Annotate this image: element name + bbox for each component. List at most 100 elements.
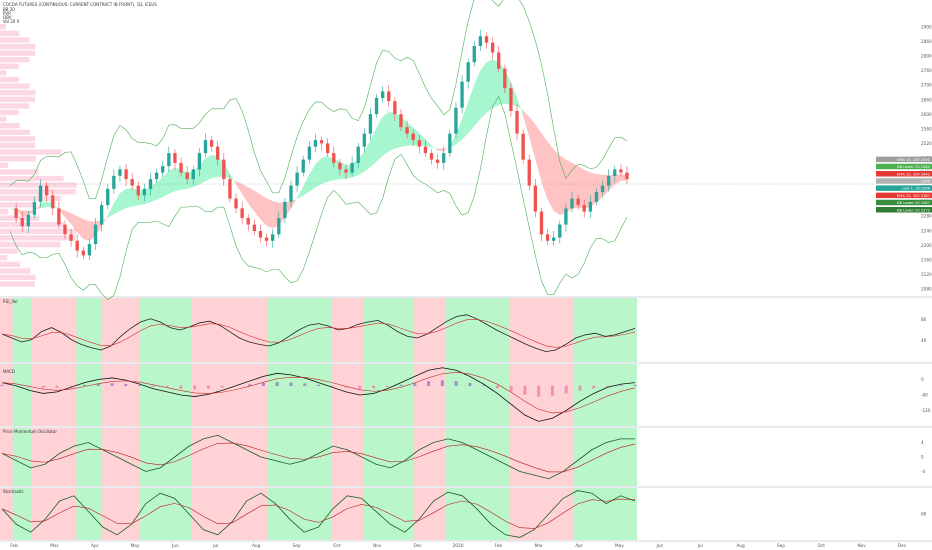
volume-profile-bar: [0, 156, 36, 162]
ema-cloud-segment: [376, 116, 383, 162]
ema-cloud-segment: [260, 194, 267, 226]
right-tag-text: BB Lower 20 2272: [897, 208, 930, 212]
ema-cloud-segment: [431, 145, 438, 151]
macd-histogram-bar: [399, 384, 403, 386]
macd-histogram-bar: [289, 382, 293, 386]
ema-cloud-segment: [315, 157, 322, 188]
macd-histogram-bar: [261, 382, 265, 386]
price-tick-label: 2560: [921, 126, 932, 131]
ema-cloud-segment: [229, 173, 237, 185]
volume-profile-bar: [0, 208, 9, 215]
pmo-tick-label: 4: [921, 440, 924, 445]
right-tag-bg: [876, 192, 932, 199]
indicator-line-2[interactable]: PVR: [3, 11, 11, 16]
right-tag-text: BB Lower 20 2462: [897, 165, 930, 169]
macd-histogram-bar: [440, 380, 444, 386]
macd-histogram-bar: [523, 385, 527, 395]
candle-body: [271, 234, 275, 241]
pmo-bull-zone-2: [140, 428, 192, 486]
macd-histogram-bar: [344, 385, 348, 388]
price-tick-label: 2120: [921, 272, 932, 277]
stoch-bull-zone-4: [363, 488, 415, 540]
time-tick-label: Dec: [413, 543, 422, 549]
ema-cloud-segment: [437, 148, 444, 152]
volume-profile-bar: [0, 202, 36, 208]
candle-body: [490, 42, 495, 53]
candle-body: [106, 188, 110, 206]
ema-cloud-segment: [64, 210, 72, 225]
right-tag-bg: [876, 199, 932, 206]
indicator-line-1[interactable]: BB 20: [3, 7, 15, 12]
macd-histogram-bar: [550, 385, 554, 396]
right-tag-bg: [876, 207, 932, 213]
macd-bull-zone-0: [12, 364, 32, 426]
candle-body: [600, 185, 605, 193]
ema-cloud-segment: [462, 101, 469, 140]
indicator-line-4[interactable]: Vol 20 0: [3, 19, 20, 24]
volume-profile-bar: [0, 149, 62, 155]
candle-body: [405, 127, 409, 134]
ema-cloud-segment: [254, 190, 261, 220]
candle-body: [209, 140, 214, 147]
right-tag-bg: [876, 185, 932, 191]
candle-body: [124, 169, 128, 180]
ema-cloud-segment: [291, 197, 298, 209]
price-tick-label: 2760: [921, 68, 932, 73]
volume-profile-bar: [0, 63, 19, 69]
volume-profile-bar: [0, 90, 36, 96]
candle-body: [301, 159, 305, 173]
macd-histogram-bar: [385, 385, 389, 387]
candle-body: [374, 97, 379, 115]
ema-cloud-segment: [266, 198, 273, 229]
ema-cloud-segment: [156, 177, 163, 200]
candle-body: [118, 169, 122, 176]
rsi-bull-zone-0: [12, 298, 32, 362]
pmo-tick-label: 0: [921, 455, 924, 460]
stoch-bull-zone-2: [140, 488, 192, 540]
rsi-signal-line: [1, 319, 636, 348]
volume-profile-bar: [0, 281, 35, 287]
candle-body: [295, 172, 299, 186]
candle-body: [289, 185, 293, 202]
stoch-signal-line: [1, 498, 636, 529]
ema-cloud-segment: [572, 162, 579, 209]
macd-histogram-bar: [358, 385, 362, 389]
volume-profile-bar: [0, 274, 36, 281]
time-tick-label: 2020: [453, 543, 464, 549]
macd-histogram-bar: [124, 384, 128, 386]
price-tick-label: 2280: [921, 214, 932, 219]
volume-profile-bar: [0, 103, 30, 109]
ema-cloud-segment: [303, 174, 310, 196]
candle-body: [338, 162, 342, 170]
right-value-tag: BB Lower 20 2272: [876, 207, 932, 213]
candle-body: [429, 153, 434, 160]
volume-profile-bar: [0, 175, 64, 182]
candle-body: [20, 218, 24, 227]
candle-body: [203, 140, 208, 154]
volume-profile-bar: [0, 215, 40, 221]
volume-profile-bar: [0, 162, 8, 168]
candle-body: [32, 201, 37, 215]
macd-histogram-bar: [427, 381, 431, 386]
macd-histogram-bar: [495, 385, 499, 389]
candle-body: [319, 140, 324, 144]
candle-body: [552, 237, 556, 241]
pmo-bull-zone-5: [445, 428, 510, 486]
ema-cloud-segment: [113, 193, 120, 215]
rsi-bull-zone-6: [573, 298, 637, 362]
macd-main-line: [1, 367, 636, 422]
indicator-line-3[interactable]: OBV: [3, 15, 12, 20]
macd-histogram-bar: [564, 385, 568, 394]
volume-profile-bar: [0, 109, 19, 116]
candle-body: [258, 231, 263, 238]
candle-body: [539, 211, 544, 235]
candle-body: [588, 201, 593, 212]
ema-cloud-segment: [77, 216, 84, 240]
macd-tick-label: -120: [921, 408, 931, 413]
macd-histogram-bar: [537, 385, 541, 397]
rsi-tick-label: 80: [921, 317, 927, 322]
macd-histogram-bar: [41, 385, 45, 389]
right-tag-bg: [876, 178, 932, 184]
